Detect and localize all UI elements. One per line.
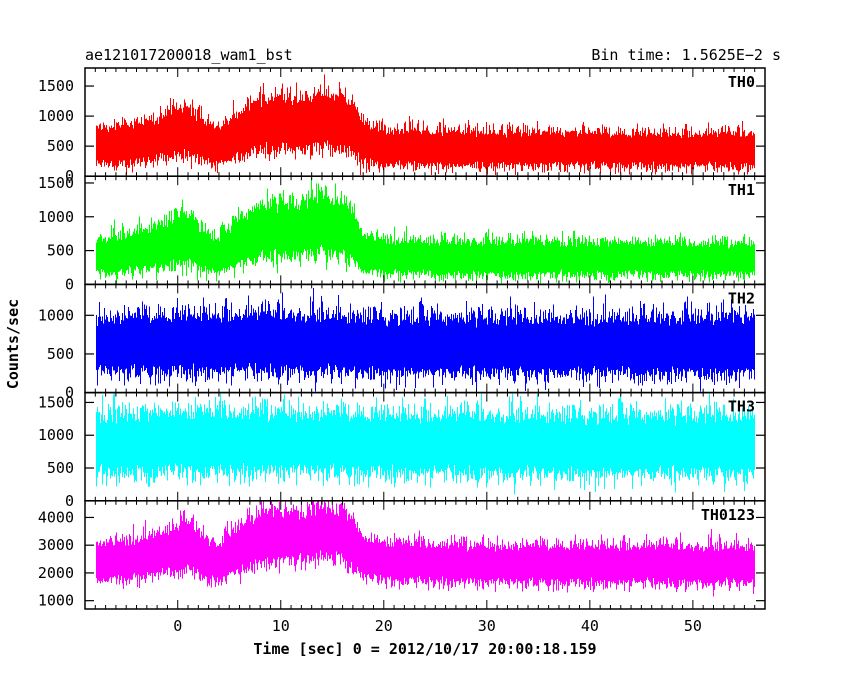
panel-label: TH0123 [701,506,755,524]
y-tick-label: 500 [47,345,74,363]
series-th1 [95,178,756,284]
panel-th1: 0 500 1000 1500 TH1 [38,174,766,293]
panel-th2: 0 500 1000 TH2 [38,283,766,402]
y-tick-label: 500 [47,459,74,477]
x-tick-label: 30 [478,617,496,635]
series-th0 [95,74,756,176]
x-tick-label: 40 [581,617,599,635]
panel-th0: 0 500 1000 1500 TH0 [38,67,766,185]
y-tick-label: 500 [47,137,74,155]
x-tick-label: 50 [684,617,702,635]
series-th0123 [95,500,756,597]
y-tick-label: 1000 [38,592,74,610]
series-th3 [95,392,756,495]
panel-label: TH0 [728,73,755,91]
y-tick-label: 2000 [38,564,74,582]
panel-th0123: 1000 2000 3000 4000 TH0123 [38,500,766,610]
y-tick-label: 1000 [38,426,74,444]
bin-time-label: Bin time: 1.5625E−2 s [591,46,781,64]
y-axis-label: Counts/sec [4,299,22,389]
x-tick-label: 10 [272,617,290,635]
y-tick-label: 3000 [38,536,74,554]
y-tick-label: 1500 [38,77,74,95]
y-tick-label: 1000 [38,107,74,125]
y-tick-label: 4000 [38,508,74,526]
panel-th3: 0 500 1000 1500 TH3 [38,391,766,510]
y-tick-label: 500 [47,242,74,260]
y-tick-label: 1500 [38,393,74,411]
panel-label: TH2 [728,289,755,307]
panel-label: TH3 [728,398,755,416]
y-tick-label: 1000 [38,306,74,324]
series-th2 [95,288,756,392]
y-tick-label: 0 [65,492,74,510]
x-tick-label: 0 [173,617,182,635]
x-axis-label: Time [sec] 0 = 2012/10/17 20:00:18.159 [253,640,596,658]
y-tick-label: 1000 [38,208,74,226]
y-tick-label: 0 [65,167,74,185]
y-tick-label: 0 [65,275,74,293]
y-tick-label: 1500 [38,174,74,192]
observation-id-title: ae121017200018_wam1_bst [85,46,293,64]
panel-label: TH1 [728,181,755,199]
y-tick-label: 0 [65,384,74,402]
x-tick-label: 20 [375,617,393,635]
